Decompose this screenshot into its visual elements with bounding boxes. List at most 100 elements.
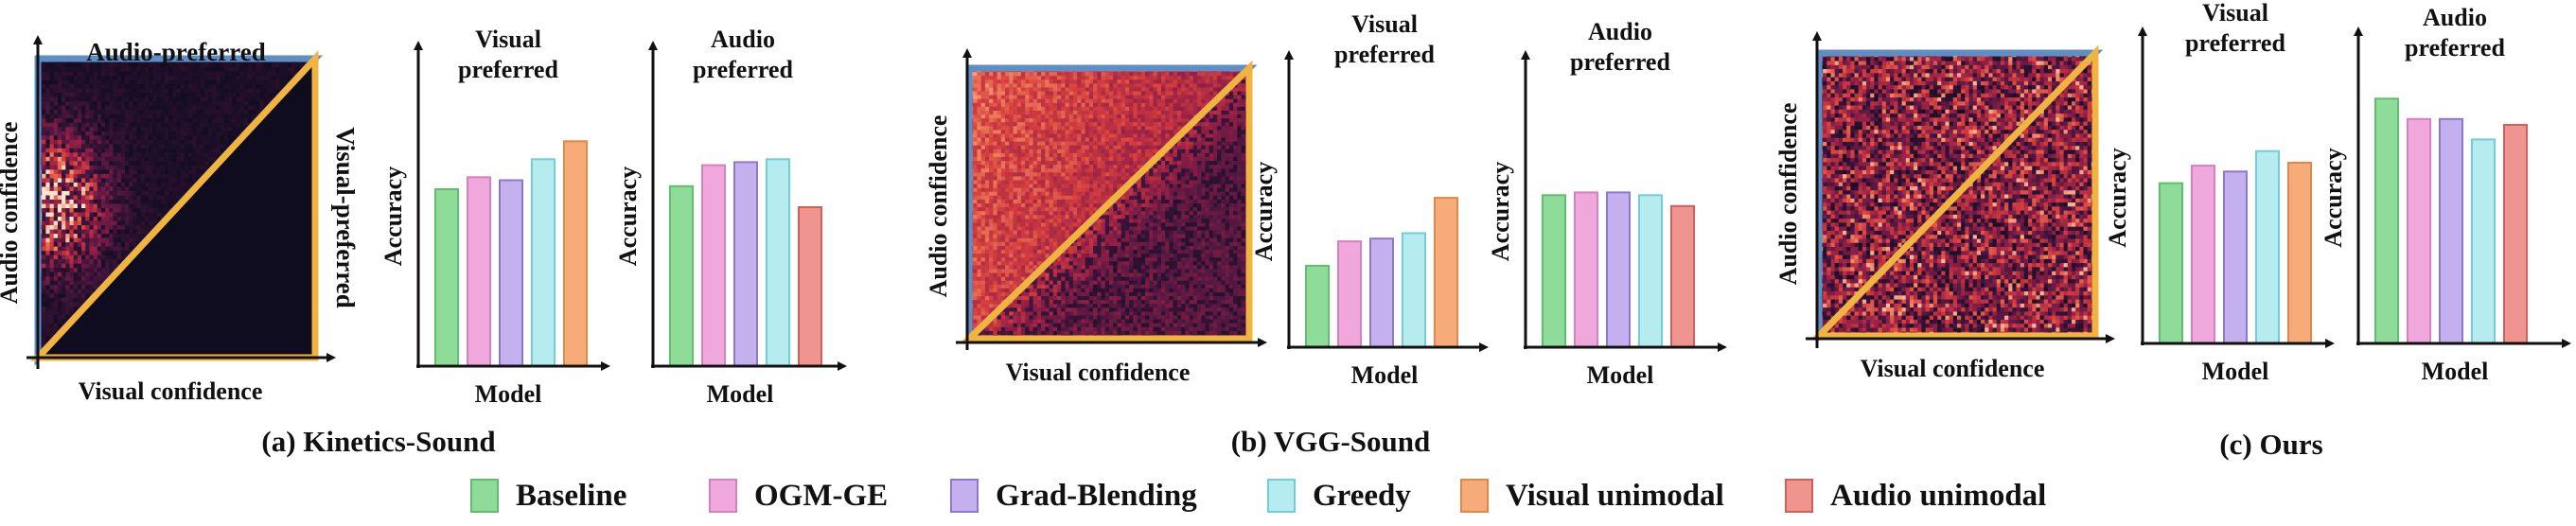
- heatmap-cell: [252, 88, 256, 94]
- heatmap-cell: [45, 259, 51, 265]
- heatmap-cell: [145, 225, 150, 231]
- heatmap-cell: [149, 127, 153, 132]
- heatmap-cell: [109, 220, 115, 226]
- heatmap-cell: [287, 208, 292, 214]
- heatmap-cell: [216, 297, 221, 303]
- heatmap-cell: [168, 118, 173, 124]
- heatmap-cell: [279, 234, 285, 239]
- heatmap-cell: [303, 186, 309, 192]
- heatmap-cell: [216, 62, 221, 68]
- heatmap-cell: [291, 195, 296, 201]
- heatmap-cell: [97, 314, 102, 320]
- heatmap-cell: [223, 242, 229, 248]
- heatmap-cell: [247, 234, 253, 239]
- heatmap-cell: [227, 182, 233, 188]
- heatmap-cell: [73, 242, 79, 248]
- heatmap-cell: [132, 139, 138, 145]
- heatmap-cell: [299, 331, 305, 338]
- heatmap-cell: [145, 319, 150, 324]
- heatmap-cell: [57, 229, 62, 235]
- heatmap-cell: [136, 79, 142, 85]
- heatmap-cell: [65, 144, 71, 149]
- heatmap-cell: [145, 79, 150, 85]
- heatmap-cell: [129, 144, 134, 149]
- heatmap-cell: [291, 208, 296, 214]
- heatmap-cell: [73, 199, 79, 205]
- heatmap-cell: [97, 148, 102, 153]
- heatmap-cell: [120, 190, 126, 197]
- heatmap-cell: [279, 263, 285, 269]
- heatmap-cell: [239, 220, 245, 226]
- heatmap-cell: [145, 127, 150, 132]
- heatmap-cell: [136, 88, 142, 94]
- heatmap-cell: [89, 76, 95, 81]
- heatmap-cell: [62, 306, 66, 311]
- heatmap-cell: [271, 93, 276, 98]
- heatmap-cell: [105, 272, 110, 277]
- heatmap-cell: [220, 118, 225, 124]
- heatmap-cell: [69, 105, 75, 111]
- heatmap-cell: [77, 293, 82, 299]
- heatmap-cell: [42, 340, 46, 346]
- heatmap-cell: [149, 88, 153, 94]
- heatmap-cell: [223, 84, 229, 90]
- heatmap-cell: [65, 148, 71, 153]
- heatmap-cell: [116, 229, 122, 235]
- heatmap-cell: [120, 319, 126, 324]
- heatmap-cell: [77, 251, 82, 256]
- heatmap-cell: [65, 229, 71, 235]
- heatmap-cell: [113, 156, 118, 162]
- heatmap-cell: [57, 122, 62, 128]
- heatmap-cell: [145, 251, 150, 256]
- heatmap-cell: [203, 203, 209, 209]
- heatmap-cell: [196, 237, 202, 243]
- heatmap-cell: [93, 182, 98, 188]
- heatmap-cell: [263, 203, 269, 209]
- heatmap-cell: [136, 182, 142, 188]
- heatmap-cell: [69, 285, 75, 290]
- heatmap-cell: [62, 203, 66, 209]
- heatmap-cell: [69, 212, 75, 218]
- heatmap-cell: [307, 302, 312, 307]
- heatmap-cell: [252, 268, 256, 273]
- heatmap-cell: [69, 327, 75, 333]
- heatmap-cell: [73, 208, 79, 214]
- heatmap-cell: [220, 96, 225, 102]
- heatmap-cell: [113, 203, 118, 209]
- heatmap-cell: [291, 259, 296, 265]
- heatmap-cell: [203, 340, 209, 346]
- heatmap-cell: [136, 101, 142, 107]
- heatmap-cell: [113, 220, 118, 226]
- heatmap-cell: [267, 344, 273, 350]
- heatmap-cell: [200, 220, 205, 226]
- heatmap-cell: [207, 93, 213, 98]
- heatmap-cell: [77, 131, 82, 136]
- heatmap-cell: [232, 67, 237, 73]
- heatmap-cell: [220, 217, 225, 222]
- heatmap-cell: [207, 79, 213, 85]
- heatmap-cell: [140, 272, 146, 277]
- heatmap-cell: [105, 165, 110, 170]
- heatmap-cell: [287, 114, 292, 119]
- heatmap-cell: [120, 199, 126, 205]
- heatmap-cell: [62, 234, 66, 239]
- heatmap-cell: [132, 96, 138, 102]
- heatmap-cell: [140, 310, 146, 316]
- heatmap-cell: [42, 203, 46, 209]
- heatmap-cell: [180, 246, 185, 252]
- heatmap-cell: [125, 122, 130, 128]
- heatmap-cell: [42, 152, 46, 158]
- heatmap-cell: [243, 173, 249, 179]
- heatmap-cell: [203, 208, 209, 214]
- heatmap-cell: [109, 114, 115, 119]
- heatmap-cell: [81, 105, 86, 111]
- heatmap-cell: [132, 190, 138, 197]
- heatmap-cell: [220, 76, 225, 81]
- heatmap-cell: [164, 242, 169, 248]
- heatmap-cell: [129, 79, 134, 85]
- heatmap-cell: [239, 323, 245, 328]
- heatmap-cell: [172, 237, 178, 243]
- heatmap-cell: [53, 105, 59, 111]
- heatmap-cell: [291, 88, 296, 94]
- heatmap-cell: [216, 348, 221, 355]
